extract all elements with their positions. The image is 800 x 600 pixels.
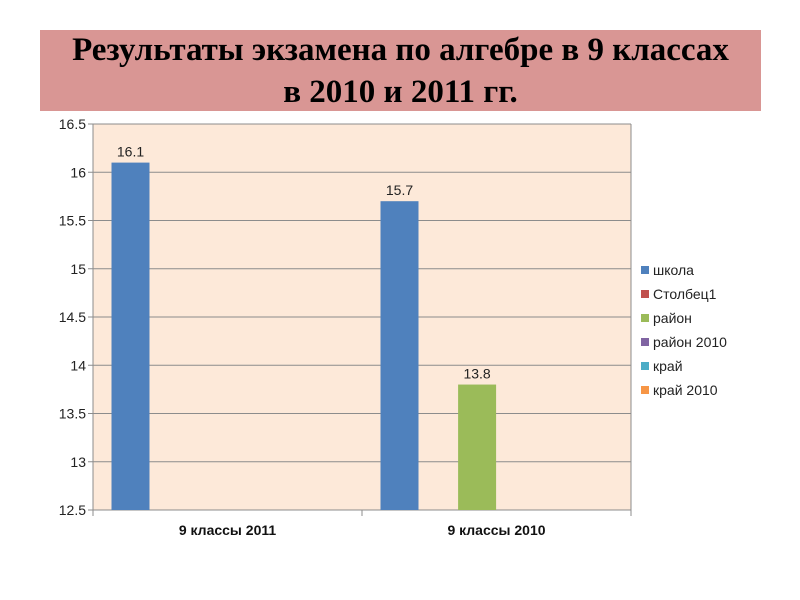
legend-label: район 2010 — [653, 334, 727, 350]
bars — [111, 162, 497, 510]
legend-item: район 2010 — [641, 330, 727, 354]
x-category-label: 9 классы 2011 — [179, 522, 277, 538]
data-label: 13.8 — [463, 366, 490, 382]
legend-item: край 2010 — [641, 378, 727, 402]
x-category-label: 9 классы 2010 — [447, 522, 545, 538]
title-banner: Результаты экзамена по алгебре в 9 класс… — [40, 30, 761, 111]
data-label: 15.7 — [386, 182, 413, 198]
legend-item: школа — [641, 258, 727, 282]
legend-label: Столбец1 — [653, 286, 717, 302]
legend-item: Столбец1 — [641, 282, 727, 306]
legend-label: край 2010 — [653, 382, 718, 398]
legend-swatch — [641, 338, 649, 346]
legend-swatch — [641, 290, 649, 298]
axes — [88, 123, 632, 516]
y-tick-label: 14 — [70, 357, 86, 373]
bar — [380, 201, 419, 510]
legend-swatch — [641, 266, 649, 274]
data-label: 16.1 — [117, 144, 144, 160]
y-tick-label: 14.5 — [59, 309, 86, 325]
labels: 12.5 13 13.5 14 14.5 15 15.5 16 16.5 9 классы 201… — [59, 116, 546, 538]
legend-item: район — [641, 306, 727, 330]
legend-label: край — [653, 358, 683, 374]
y-tick-label: 16 — [70, 164, 86, 180]
y-tick-label: 16.5 — [59, 116, 86, 132]
y-tick-label: 13 — [70, 454, 86, 470]
legend-label: район — [653, 310, 692, 326]
legend: школа Столбец1 район район 2010 край край 201… — [641, 258, 727, 402]
legend-swatch — [641, 314, 649, 322]
y-tick-label: 15.5 — [59, 213, 86, 229]
y-tick-label: 12.5 — [59, 502, 86, 518]
y-tick-label: 15 — [70, 261, 86, 277]
legend-swatch — [641, 386, 649, 394]
chart-title: Результаты экзамена по алгебре в 9 класс… — [72, 31, 729, 110]
bar — [111, 162, 150, 510]
legend-swatch — [641, 362, 649, 370]
y-tick-label: 13.5 — [59, 406, 86, 422]
bar — [458, 384, 497, 510]
legend-item: край — [641, 354, 727, 378]
legend-label: школа — [653, 262, 694, 278]
